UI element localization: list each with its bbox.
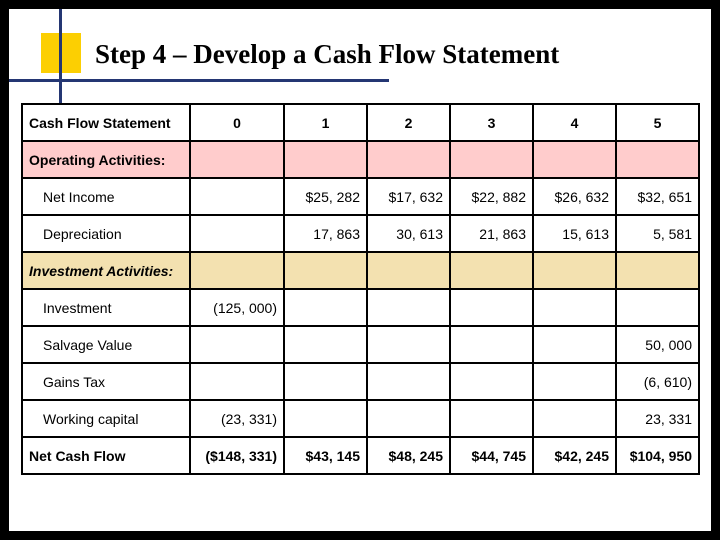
row-label: Net Cash Flow	[22, 437, 190, 474]
header-col-0: 0	[190, 104, 284, 141]
table-row: Net Income $25, 282$17, 632$22, 882$26, 6…	[22, 178, 699, 215]
row-label: Investment Activities:	[22, 252, 190, 289]
cell	[450, 252, 533, 289]
cell	[190, 252, 284, 289]
row-label: Salvage Value	[22, 326, 190, 363]
table-row: Salvage Value 50, 000	[22, 326, 699, 363]
cell: 50, 000	[616, 326, 699, 363]
cell	[533, 252, 616, 289]
cell	[450, 289, 533, 326]
cell: ($148, 331)	[190, 437, 284, 474]
cell: 23, 331	[616, 400, 699, 437]
header-label: Cash Flow Statement	[22, 104, 190, 141]
cell	[533, 400, 616, 437]
cell	[284, 400, 367, 437]
accent-line-horizontal	[9, 79, 389, 82]
cell: $25, 282	[284, 178, 367, 215]
cell	[190, 363, 284, 400]
table-row: Working capital(23, 331) 23, 331	[22, 400, 699, 437]
page-title: Step 4 – Develop a Cash Flow Statement	[95, 39, 559, 70]
cell: 17, 863	[284, 215, 367, 252]
cell	[616, 289, 699, 326]
cell: 21, 863	[450, 215, 533, 252]
cell	[284, 289, 367, 326]
row-label: Net Income	[22, 178, 190, 215]
cell	[367, 252, 450, 289]
header-col-5: 5	[616, 104, 699, 141]
cell	[616, 252, 699, 289]
header-col-2: 2	[367, 104, 450, 141]
cell	[533, 363, 616, 400]
slide-body: Step 4 – Develop a Cash Flow Statement C…	[9, 9, 711, 531]
cell	[190, 141, 284, 178]
cell: $44, 745	[450, 437, 533, 474]
cell: 30, 613	[367, 215, 450, 252]
cell: (125, 000)	[190, 289, 284, 326]
cell	[533, 141, 616, 178]
cell	[533, 326, 616, 363]
cell: $26, 632	[533, 178, 616, 215]
cell	[367, 326, 450, 363]
cell: $48, 245	[367, 437, 450, 474]
cell: 15, 613	[533, 215, 616, 252]
cell	[190, 215, 284, 252]
cell: $42, 245	[533, 437, 616, 474]
cell: $22, 882	[450, 178, 533, 215]
cell: $104, 950	[616, 437, 699, 474]
cell	[367, 141, 450, 178]
cell: (6, 610)	[616, 363, 699, 400]
table-row: Net Cash Flow($148, 331)$43, 145$48, 245…	[22, 437, 699, 474]
cell	[450, 363, 533, 400]
row-label: Investment	[22, 289, 190, 326]
cashflow-table: Cash Flow Statement012345Operating Activ…	[21, 103, 700, 475]
table-row: Investment Activities:	[22, 252, 699, 289]
header-col-3: 3	[450, 104, 533, 141]
cell: (23, 331)	[190, 400, 284, 437]
header-col-4: 4	[533, 104, 616, 141]
cell	[367, 400, 450, 437]
cell	[450, 326, 533, 363]
cashflow-table-wrap: Cash Flow Statement012345Operating Activ…	[21, 103, 699, 475]
row-label: Depreciation	[22, 215, 190, 252]
cell	[190, 326, 284, 363]
cell	[284, 141, 367, 178]
header-col-1: 1	[284, 104, 367, 141]
cell	[533, 289, 616, 326]
cell	[190, 178, 284, 215]
table-row: Gains Tax (6, 610)	[22, 363, 699, 400]
cell	[284, 252, 367, 289]
cell: 5, 581	[616, 215, 699, 252]
table-row: Operating Activities:	[22, 141, 699, 178]
accent-line-vertical	[59, 9, 62, 117]
cell	[616, 141, 699, 178]
cell: $17, 632	[367, 178, 450, 215]
row-label: Operating Activities:	[22, 141, 190, 178]
table-row: Depreciation 17, 86330, 61321, 86315, 613…	[22, 215, 699, 252]
row-label: Working capital	[22, 400, 190, 437]
table-header-row: Cash Flow Statement012345	[22, 104, 699, 141]
row-label: Gains Tax	[22, 363, 190, 400]
cell	[367, 363, 450, 400]
cell	[284, 326, 367, 363]
cell	[450, 400, 533, 437]
cell	[450, 141, 533, 178]
table-row: Investment(125, 000)	[22, 289, 699, 326]
cell	[367, 289, 450, 326]
cell: $32, 651	[616, 178, 699, 215]
cell: $43, 145	[284, 437, 367, 474]
cell	[284, 363, 367, 400]
